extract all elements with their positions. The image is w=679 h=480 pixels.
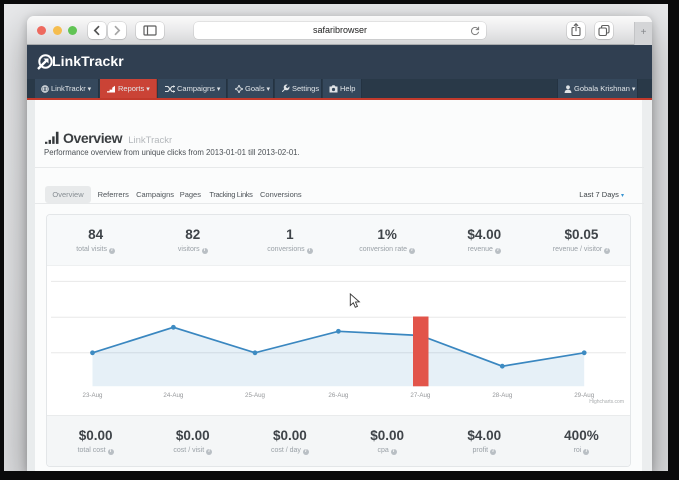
svg-text:29-Aug: 29-Aug — [574, 392, 595, 399]
svg-text:24-Aug: 24-Aug — [163, 392, 184, 399]
svg-text:23-Aug: 23-Aug — [83, 392, 104, 399]
svg-text:28-Aug: 28-Aug — [492, 392, 513, 399]
svg-text:27-Aug: 27-Aug — [410, 392, 431, 399]
svg-text:26-Aug: 26-Aug — [328, 392, 349, 399]
svg-text:25-Aug: 25-Aug — [245, 392, 266, 399]
svg-text:Highcharts.com: Highcharts.com — [589, 399, 624, 405]
